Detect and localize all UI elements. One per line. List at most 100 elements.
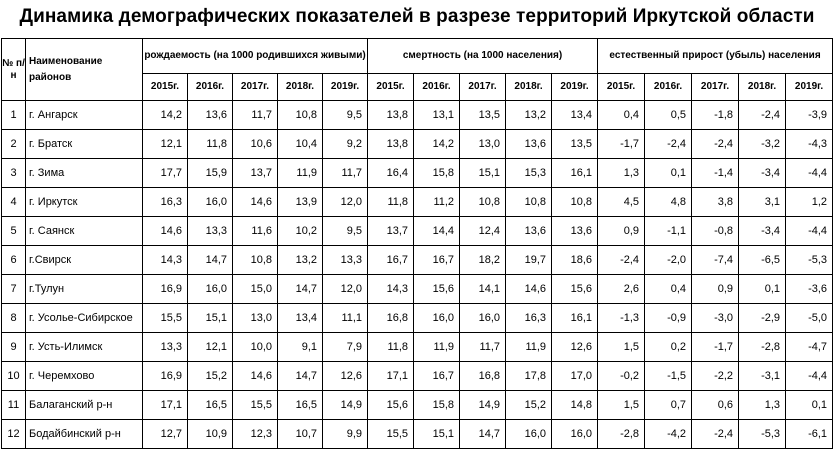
- growth-value: 0,6: [691, 390, 740, 420]
- births-value: 9,2: [321, 129, 369, 159]
- deaths-value: 13,1: [413, 100, 461, 130]
- growth-value: 0,1: [644, 158, 693, 188]
- growth-value: -1,4: [691, 158, 740, 188]
- territory-name: г. Черемхово: [25, 361, 143, 391]
- deaths-value: 13,7: [367, 216, 415, 246]
- growth-value: -3,4: [738, 216, 787, 246]
- deaths-value: 16,8: [459, 361, 507, 391]
- table-row: 5 г. Саянск 14,6 13,3 11,6 10,2 9,5 13,7 14,4 12,…: [1, 216, 834, 246]
- deaths-value: 14,7: [459, 419, 507, 449]
- table-row: 10 г. Черемхово 16,9 15,2 14,6 14,7 12,6 17,1 16…: [1, 361, 834, 391]
- territory-name: г. Зима: [25, 158, 143, 188]
- territory-name: г. Иркутск: [25, 187, 143, 217]
- header-name: Наименование районов: [25, 38, 143, 101]
- growth-value: -0,8: [691, 216, 740, 246]
- deaths-value: 15,1: [459, 158, 507, 188]
- row-number: 2: [1, 129, 26, 159]
- page-title: Динамика демографических показателей в р…: [19, 6, 815, 27]
- growth-value: -2,8: [738, 332, 787, 362]
- births-value: 14,7: [277, 361, 323, 391]
- births-value: 13,7: [232, 158, 278, 188]
- growth-value: -7,4: [691, 245, 740, 275]
- growth-value: -3,9: [785, 100, 834, 130]
- births-value: 17,7: [142, 158, 188, 188]
- deaths-value: 13,5: [459, 100, 507, 130]
- growth-value: -1,1: [644, 216, 693, 246]
- deaths-value: 18,2: [459, 245, 507, 275]
- growth-value: -4,7: [785, 332, 834, 362]
- deaths-value: 13,8: [367, 100, 415, 130]
- deaths-value: 16,7: [367, 245, 415, 275]
- row-number: 5: [1, 216, 26, 246]
- deaths-value: 13,2: [505, 100, 553, 130]
- growth-value: 0,9: [597, 216, 646, 246]
- deaths-value: 17,1: [367, 361, 415, 391]
- year-header-growth: 2017г.: [691, 73, 740, 101]
- deaths-value: 17,0: [551, 361, 599, 391]
- deaths-value: 10,8: [459, 187, 507, 217]
- deaths-value: 14,9: [459, 390, 507, 420]
- births-value: 10,8: [232, 245, 278, 275]
- table-row: 9 г. Усть-Илимск 13,3 12,1 10,0 9,1 7,9 11,8 11,…: [1, 332, 834, 362]
- growth-value: -5,3: [738, 419, 787, 449]
- deaths-value: 16,1: [551, 158, 599, 188]
- territory-name: Бодайбинский р-н: [25, 419, 143, 449]
- growth-value: -2,2: [691, 361, 740, 391]
- table-row: 1 г. Ангарск 14,2 13,6 11,7 10,8 9,5 13,8 13,1 13…: [1, 100, 834, 130]
- year-header-deaths: 2019г.: [551, 73, 599, 101]
- growth-value: 3,1: [738, 187, 787, 217]
- growth-value: 1,5: [597, 390, 646, 420]
- deaths-value: 16,7: [413, 361, 461, 391]
- territory-name: г.Тулун: [25, 274, 143, 304]
- growth-value: 0,9: [691, 274, 740, 304]
- births-value: 12,0: [321, 187, 369, 217]
- growth-value: 0,4: [597, 100, 646, 130]
- deaths-value: 11,9: [413, 332, 461, 362]
- births-value: 10,0: [232, 332, 278, 362]
- births-value: 16,9: [142, 274, 188, 304]
- births-value: 10,6: [232, 129, 278, 159]
- growth-value: -4,4: [785, 158, 834, 188]
- deaths-value: 16,8: [367, 303, 415, 333]
- births-value: 13,9: [277, 187, 323, 217]
- deaths-value: 15,6: [551, 274, 599, 304]
- growth-value: -2,4: [644, 129, 693, 159]
- growth-value: -2,4: [738, 100, 787, 130]
- territory-name: г. Усть-Илимск: [25, 332, 143, 362]
- growth-value: -1,7: [691, 332, 740, 362]
- growth-value: -2,4: [691, 129, 740, 159]
- year-header-growth: 2018г.: [738, 73, 787, 101]
- births-value: 15,9: [187, 158, 233, 188]
- births-value: 14,9: [321, 390, 369, 420]
- table-row: 11 Балаганский р-н 17,1 16,5 15,5 16,5 14,9 15,…: [1, 390, 834, 420]
- deaths-value: 16,4: [367, 158, 415, 188]
- deaths-value: 15,6: [367, 390, 415, 420]
- deaths-value: 13,6: [505, 216, 553, 246]
- row-number: 9: [1, 332, 26, 362]
- deaths-value: 10,8: [505, 187, 553, 217]
- births-value: 10,2: [277, 216, 323, 246]
- table-row: 2 г. Братск 12,1 11,8 10,6 10,4 9,2 13,8 14,2 13,…: [1, 129, 834, 159]
- growth-value: -6,5: [738, 245, 787, 275]
- births-value: 16,3: [142, 187, 188, 217]
- births-value: 10,7: [277, 419, 323, 449]
- header-births: рождаемость (на 1000 родившихся живыми): [141, 38, 369, 74]
- deaths-value: 17,8: [505, 361, 553, 391]
- year-header-deaths: 2015г.: [367, 73, 415, 101]
- births-value: 14,7: [187, 245, 233, 275]
- births-value: 11,7: [232, 100, 278, 130]
- births-value: 11,8: [187, 129, 233, 159]
- births-value: 14,7: [277, 274, 323, 304]
- row-number: 4: [1, 187, 26, 217]
- territory-name: г. Братск: [25, 129, 143, 159]
- growth-value: -3,2: [738, 129, 787, 159]
- deaths-value: 16,0: [551, 419, 599, 449]
- deaths-value: 14,8: [551, 390, 599, 420]
- births-value: 12,1: [187, 332, 233, 362]
- deaths-value: 13,4: [551, 100, 599, 130]
- growth-value: -4,4: [785, 216, 834, 246]
- deaths-value: 15,8: [413, 158, 461, 188]
- header-deaths: смертность (на 1000 населения): [367, 38, 599, 74]
- row-number: 3: [1, 158, 26, 188]
- births-value: 12,3: [232, 419, 278, 449]
